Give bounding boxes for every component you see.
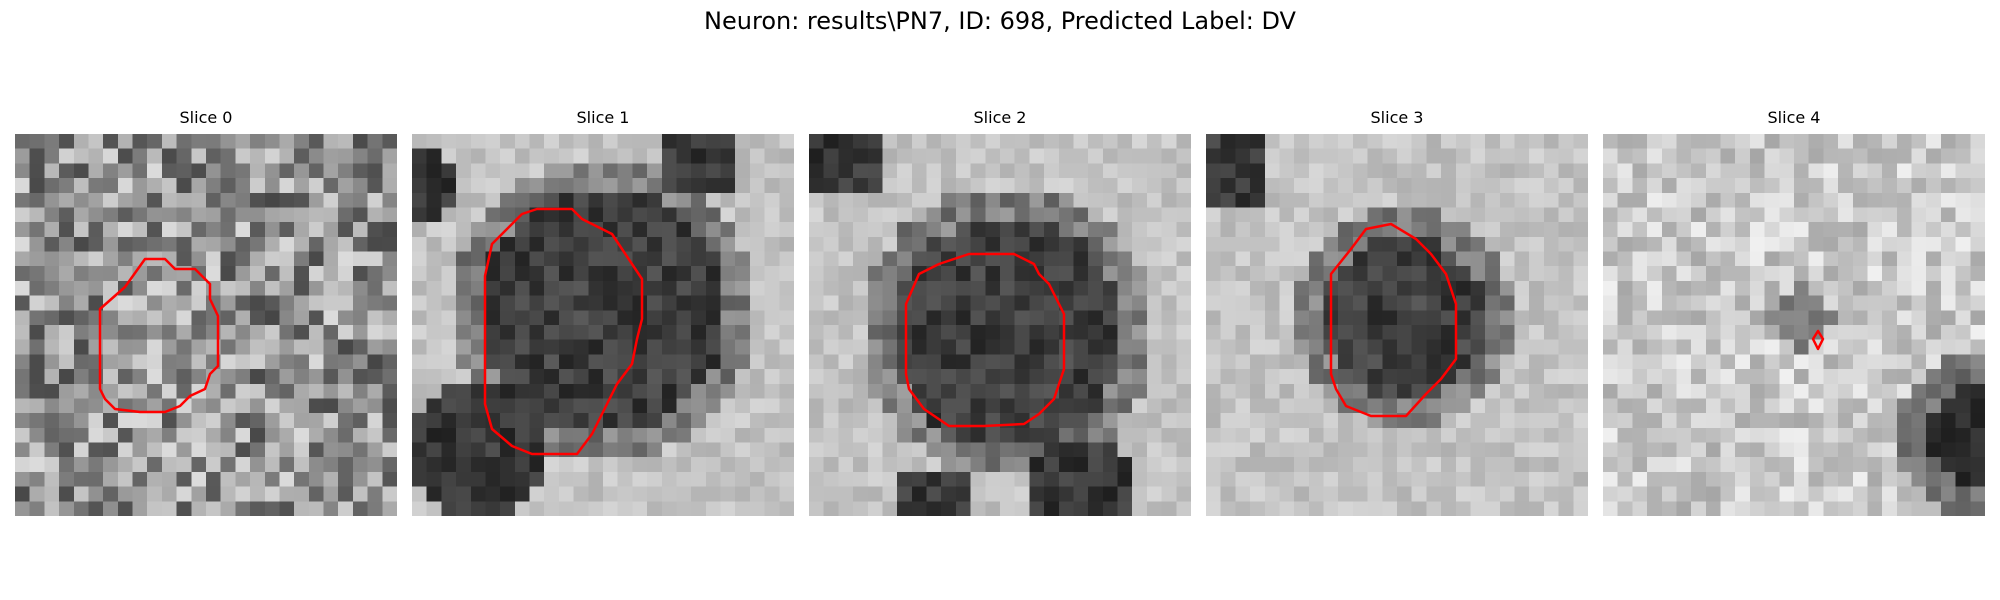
slice-title-4: Slice 4: [1603, 108, 1985, 128]
slice-image-4: [1603, 134, 1985, 516]
slice-title-3: Slice 3: [1206, 108, 1588, 128]
slice-panel-3: Slice 3: [1206, 108, 1588, 516]
slice-title-2: Slice 2: [809, 108, 1191, 128]
slice-panel-1: Slice 1: [412, 108, 794, 516]
slice-panel-0: Slice 0: [15, 108, 397, 516]
pixel-grid: [1603, 134, 1985, 516]
slice-panel-2: Slice 2: [809, 108, 1191, 516]
slice-title-1: Slice 1: [412, 108, 794, 128]
pixel-grid: [412, 134, 794, 516]
slice-panel-4: Slice 4: [1603, 108, 1985, 516]
pixel-grid: [15, 134, 397, 516]
pixel-grid: [1206, 134, 1588, 516]
slice-image-2: [809, 134, 1191, 516]
slice-image-0: [15, 134, 397, 516]
pixel-grid: [809, 134, 1191, 516]
slice-title-0: Slice 0: [15, 108, 397, 128]
slice-image-3: [1206, 134, 1588, 516]
slice-image-1: [412, 134, 794, 516]
figure-title: Neuron: results\PN7, ID: 698, Predicted …: [0, 6, 2000, 36]
